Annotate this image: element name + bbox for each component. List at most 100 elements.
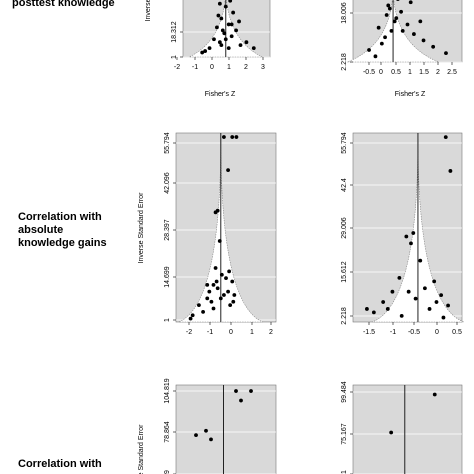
data-point-3-9 — [439, 293, 444, 298]
y-tick-label-3-4: 2.218 — [341, 307, 348, 325]
row3-label-text: Correlation with — [18, 458, 102, 470]
data-point-2-16 — [228, 303, 233, 308]
y-axis-title-0: Inverse — [145, 0, 152, 21]
data-point-1-18 — [373, 54, 378, 59]
y-tick-label-3-0: 55.794 — [341, 132, 348, 154]
x-tick-label-0-1: -1 — [192, 64, 198, 71]
data-point-2-8 — [205, 296, 210, 301]
y-tick-label-4-0: 104.819 — [164, 378, 171, 403]
x-tick-label-1-1: 0 — [379, 69, 383, 76]
data-point-0-0 — [217, 40, 222, 45]
data-point-2-6 — [217, 239, 222, 243]
data-point-3-15 — [399, 313, 404, 318]
data-point-1-22 — [400, 28, 405, 33]
y-tick-label-5-1: 75.167 — [341, 423, 348, 445]
data-point-3-18 — [385, 307, 390, 311]
data-point-0-19 — [244, 40, 249, 45]
data-point-2-18 — [215, 286, 220, 291]
row2-label-line1: Correlation with — [18, 211, 102, 223]
data-point-0-13 — [207, 46, 212, 51]
data-point-2-2 — [234, 135, 239, 139]
data-point-0-26 — [223, 37, 228, 42]
data-point-2-12 — [230, 279, 235, 284]
data-point-0-24 — [226, 46, 231, 51]
data-point-4-0 — [234, 389, 238, 393]
data-point-1-7 — [379, 41, 384, 46]
x-tick-label-3-0: -1.5 — [363, 329, 375, 336]
data-point-1-16 — [431, 44, 436, 49]
data-point-0-2 — [226, 22, 231, 27]
y-tick-label-2-2: 28.397 — [164, 219, 171, 241]
x-tick-label-2-1: -1 — [207, 329, 213, 336]
data-point-0-5 — [223, 4, 228, 9]
row2-label-line3: knowledge gains — [18, 237, 107, 249]
data-point-5-1 — [389, 430, 394, 435]
data-point-3-8 — [390, 289, 395, 294]
x-tick-label-2-0: -2 — [186, 329, 192, 336]
data-point-3-1 — [448, 169, 453, 173]
data-point-0-18 — [237, 19, 241, 24]
data-point-2-21 — [232, 293, 237, 297]
data-point-0-27 — [219, 43, 224, 48]
x-tick-label-2-2: 0 — [229, 329, 233, 336]
data-point-4-3 — [204, 428, 208, 433]
y-tick-label-5-0: 99.484 — [341, 381, 348, 403]
data-point-0-21 — [216, 13, 221, 18]
y-tick-label-3-2: 29.006 — [341, 217, 348, 239]
data-point-3-13 — [413, 296, 418, 301]
x-tick-label-1-6: 2.5 — [447, 69, 457, 76]
data-point-4-4 — [194, 433, 198, 437]
data-point-3-4 — [404, 234, 409, 239]
data-point-3-7 — [432, 279, 437, 284]
data-point-0-8 — [231, 10, 236, 15]
data-point-1-2 — [392, 19, 397, 24]
data-point-1-14 — [394, 16, 399, 21]
data-point-2-25 — [218, 296, 223, 301]
row3-label: Correlation with — [18, 458, 102, 471]
data-point-3-19 — [434, 300, 439, 304]
y-tick-label-3-3: 15.612 — [341, 261, 348, 283]
data-point-4-2 — [239, 398, 243, 403]
data-point-2-9 — [219, 272, 224, 277]
x-tick-label-1-5: 2 — [436, 69, 440, 76]
data-point-3-12 — [371, 310, 376, 315]
data-point-0-11 — [234, 28, 238, 33]
data-point-3-20 — [365, 307, 369, 311]
data-point-2-13 — [213, 266, 218, 270]
data-point-0-10 — [212, 37, 216, 42]
data-point-0-3 — [229, 34, 234, 39]
data-point-2-7 — [211, 282, 216, 287]
data-point-0-4 — [219, 16, 224, 21]
data-point-1-6 — [405, 22, 410, 27]
x-tick-label-1-3: 1 — [408, 69, 412, 76]
x-tick-label-2-3: 1 — [250, 329, 254, 336]
x-tick-label-1-2: 0.5 — [391, 69, 401, 76]
data-point-0-9 — [215, 25, 219, 30]
y-tick-label-2-1: 42.096 — [164, 172, 171, 194]
data-point-1-1 — [389, 28, 394, 33]
data-point-3-17 — [422, 286, 427, 291]
data-point-1-0 — [383, 35, 387, 40]
data-point-5-0 — [432, 392, 437, 397]
data-point-3-21 — [406, 289, 411, 294]
row1-label: posttest knowledge — [12, 0, 115, 10]
data-point-0-25 — [229, 22, 234, 27]
row2-label: Correlation with absolute knowledge gain… — [18, 211, 107, 250]
x-tick-label-3-4: 0.5 — [452, 329, 462, 336]
y-tick-label-0-0: 18.312 — [171, 21, 178, 43]
plot-panel-4 — [175, 384, 277, 474]
data-point-3-5 — [418, 258, 423, 263]
data-point-0-29 — [200, 50, 205, 55]
data-point-2-26 — [214, 279, 219, 284]
data-point-2-22 — [190, 313, 195, 318]
data-point-2-11 — [197, 303, 201, 308]
data-point-0-20 — [203, 49, 208, 53]
data-point-1-11 — [421, 38, 426, 43]
x-tick-label-0-3: 1 — [227, 64, 231, 71]
data-point-3-0 — [443, 135, 448, 140]
data-point-2-0 — [222, 135, 226, 139]
data-point-2-29 — [188, 316, 193, 321]
x-axis-title-1: Fisher's Z — [395, 91, 426, 98]
data-point-2-1 — [230, 135, 235, 139]
data-point-0-23 — [220, 28, 225, 33]
